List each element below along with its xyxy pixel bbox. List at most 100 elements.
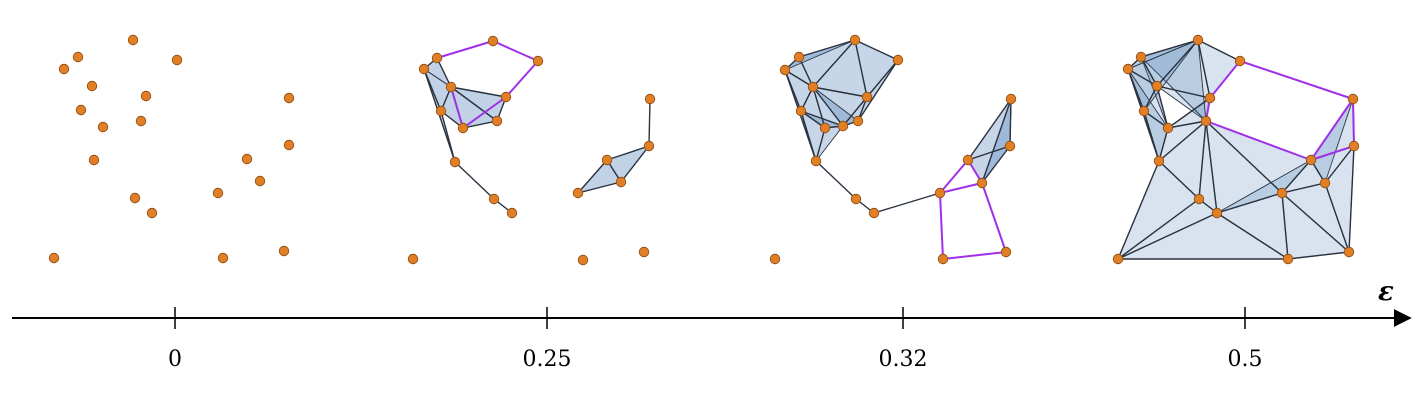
cycle-edge — [1310, 145, 1355, 161]
cycle-edge — [1205, 120, 1312, 161]
data-point — [1200, 115, 1212, 127]
simplex-edge — [967, 98, 1012, 161]
simplex-edge — [815, 127, 826, 162]
simplex-edge — [981, 98, 1012, 184]
data-point — [810, 155, 822, 167]
data-point — [1112, 253, 1124, 265]
simplex-edge — [1324, 182, 1350, 253]
panel-epsilon-0.32 — [769, 34, 1017, 265]
simplex-edge — [1127, 68, 1158, 87]
cycle-edge — [450, 86, 464, 129]
simplex-edge — [967, 145, 1011, 161]
data-point — [644, 93, 656, 105]
data-point — [48, 252, 60, 264]
simplex-edge — [1158, 127, 1169, 162]
cycle-edge — [492, 40, 539, 62]
simplex-edge — [812, 86, 826, 129]
simplex-edge — [1156, 39, 1199, 87]
simplex-edge — [873, 192, 941, 214]
simplex-edge — [1324, 145, 1355, 184]
data-point — [72, 51, 84, 63]
cycle-edge — [1352, 98, 1355, 147]
simplex-edge — [606, 145, 650, 161]
cycle-edge — [939, 182, 983, 194]
data-point — [532, 55, 544, 67]
simplex-edge — [1281, 159, 1312, 194]
simplex-edge — [981, 145, 1011, 184]
data-point — [129, 192, 141, 204]
simplex-edge — [1167, 97, 1211, 129]
cycle-edge — [1209, 60, 1241, 99]
data-point — [795, 105, 807, 117]
data-point — [1348, 140, 1360, 152]
data-point — [445, 81, 457, 93]
simplex-edge — [842, 96, 868, 127]
axis-tick-label-0.32: 0.32 — [879, 347, 928, 372]
data-point — [1211, 207, 1223, 219]
data-point — [937, 253, 949, 265]
data-point — [601, 154, 613, 166]
axis-tick-label-0.5: 0.5 — [1228, 347, 1263, 372]
simplex-edge — [857, 59, 899, 122]
simplex-edge — [1197, 39, 1211, 99]
simplex-edge — [620, 145, 650, 183]
simplex-edge — [1158, 160, 1200, 200]
data-point — [431, 52, 443, 64]
data-point — [407, 253, 419, 265]
panel-epsilon-0 — [48, 34, 295, 264]
simplex-edge — [800, 110, 844, 127]
simplex-edge — [1117, 198, 1200, 260]
cycle-edge — [436, 40, 494, 59]
data-point — [807, 81, 819, 93]
data-point — [1000, 246, 1012, 258]
simplex-edge — [854, 39, 899, 61]
simplex-edge — [436, 57, 452, 88]
panel-epsilon-0.5 — [1112, 34, 1360, 265]
data-point — [615, 176, 627, 188]
simplex-edge — [1117, 160, 1160, 260]
data-point — [850, 193, 862, 205]
data-point — [1204, 92, 1216, 104]
cycle-edge — [939, 159, 969, 194]
data-point — [75, 104, 87, 116]
data-point — [487, 35, 499, 47]
data-point — [1151, 80, 1163, 92]
simplex-edge — [812, 86, 844, 127]
data-point — [1138, 105, 1150, 117]
data-point — [962, 154, 974, 166]
data-point — [1193, 193, 1205, 205]
cycle-edge — [462, 96, 507, 129]
simplex-edge — [1140, 56, 1158, 87]
simplex-edge — [1287, 251, 1350, 260]
simplex-edge — [1281, 182, 1326, 194]
data-point — [837, 120, 849, 132]
axis-label-epsilon: ε — [1378, 277, 1394, 307]
data-point — [418, 63, 430, 75]
data-point — [435, 105, 447, 117]
simplex-edge — [1197, 39, 1241, 62]
data-point — [892, 54, 904, 66]
data-point — [97, 121, 109, 133]
data-point — [643, 140, 655, 152]
data-point — [638, 246, 650, 258]
cycle-edge — [981, 182, 1007, 253]
simplex-edge — [1348, 145, 1355, 253]
data-point — [278, 245, 290, 257]
panel-epsilon-0.25 — [407, 35, 656, 266]
data-point — [1282, 253, 1294, 265]
data-point — [976, 177, 988, 189]
simplex-edge — [577, 159, 608, 194]
simplex-edge — [1198, 120, 1207, 200]
data-point — [135, 115, 147, 127]
simplex-edge — [784, 69, 814, 88]
data-point — [1234, 55, 1246, 67]
data-point — [1135, 51, 1147, 63]
data-point — [171, 54, 183, 66]
data-point — [577, 254, 589, 266]
simplex-edge — [1117, 212, 1218, 260]
simplex-edge — [462, 120, 498, 129]
simplex-edge — [1167, 120, 1207, 129]
data-point — [88, 154, 100, 166]
data-point — [449, 156, 461, 168]
